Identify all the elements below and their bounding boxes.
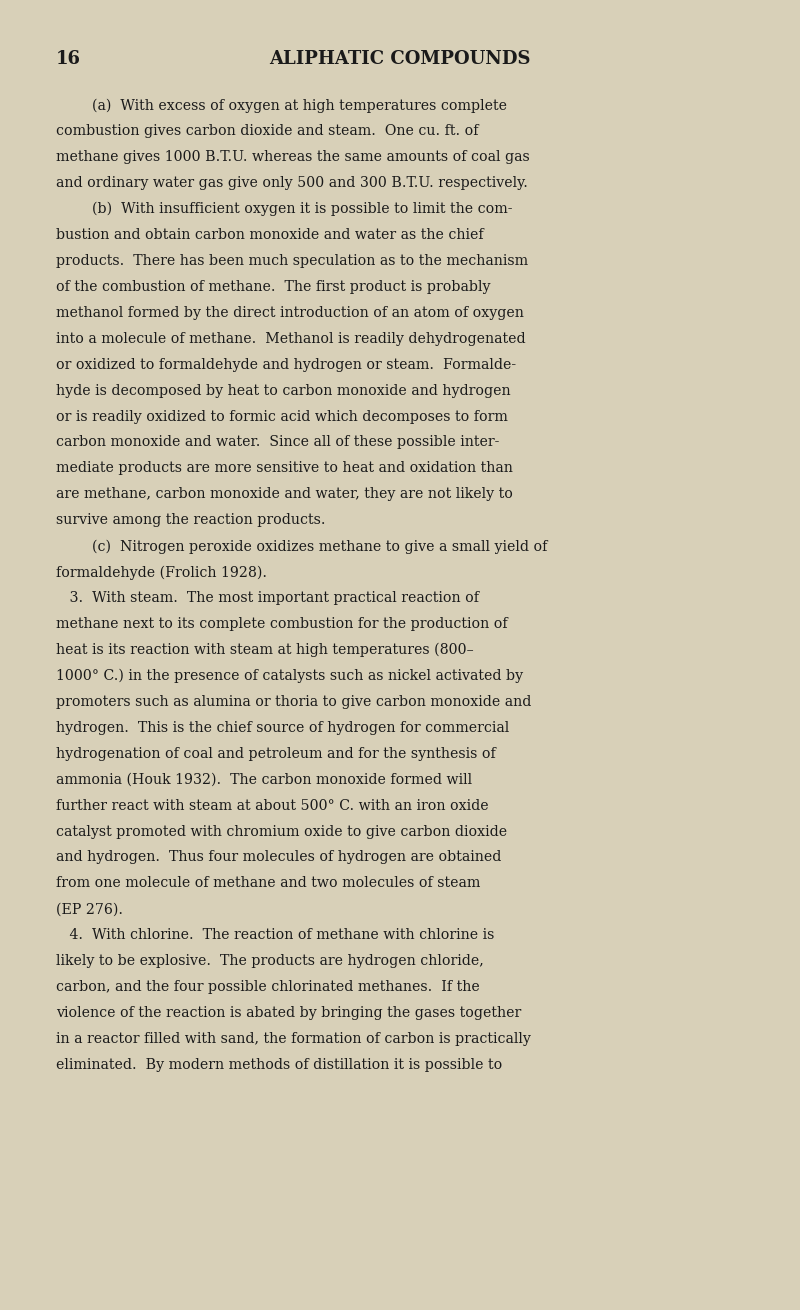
- Text: eliminated.  By modern methods of distillation it is possible to: eliminated. By modern methods of distill…: [56, 1058, 502, 1072]
- Text: are methane, carbon monoxide and water, they are not likely to: are methane, carbon monoxide and water, …: [56, 487, 513, 502]
- Text: formaldehyde (Frolich 1928).: formaldehyde (Frolich 1928).: [56, 565, 267, 579]
- Text: further react with steam at about 500° C. with an iron oxide: further react with steam at about 500° C…: [56, 799, 489, 812]
- Text: violence of the reaction is abated by bringing the gases together: violence of the reaction is abated by br…: [56, 1006, 522, 1020]
- Text: mediate products are more sensitive to heat and oxidation than: mediate products are more sensitive to h…: [56, 461, 513, 476]
- Text: 16: 16: [56, 50, 81, 68]
- Text: likely to be explosive.  The products are hydrogen chloride,: likely to be explosive. The products are…: [56, 954, 484, 968]
- Text: (b)  With insufficient oxygen it is possible to limit the com-: (b) With insufficient oxygen it is possi…: [92, 202, 513, 216]
- Text: catalyst promoted with chromium oxide to give carbon dioxide: catalyst promoted with chromium oxide to…: [56, 824, 507, 838]
- Text: 1000° C.) in the presence of catalysts such as nickel activated by: 1000° C.) in the presence of catalysts s…: [56, 669, 523, 684]
- Text: survive among the reaction products.: survive among the reaction products.: [56, 514, 326, 527]
- Text: methanol formed by the direct introduction of an atom of oxygen: methanol formed by the direct introducti…: [56, 305, 524, 320]
- Text: from one molecule of methane and two molecules of steam: from one molecule of methane and two mol…: [56, 876, 480, 891]
- Text: or is readily oxidized to formic acid which decomposes to form: or is readily oxidized to formic acid wh…: [56, 410, 508, 423]
- Text: combustion gives carbon dioxide and steam.  One cu. ft. of: combustion gives carbon dioxide and stea…: [56, 124, 478, 138]
- Text: methane next to its complete combustion for the production of: methane next to its complete combustion …: [56, 617, 508, 631]
- Text: heat is its reaction with steam at high temperatures (800–: heat is its reaction with steam at high …: [56, 643, 474, 658]
- Text: hydrogenation of coal and petroleum and for the synthesis of: hydrogenation of coal and petroleum and …: [56, 747, 496, 761]
- Text: promoters such as alumina or thoria to give carbon monoxide and: promoters such as alumina or thoria to g…: [56, 694, 531, 709]
- Text: hydrogen.  This is the chief source of hydrogen for commercial: hydrogen. This is the chief source of hy…: [56, 721, 510, 735]
- Text: (c)  Nitrogen peroxide oxidizes methane to give a small yield of: (c) Nitrogen peroxide oxidizes methane t…: [92, 540, 547, 554]
- Text: bustion and obtain carbon monoxide and water as the chief: bustion and obtain carbon monoxide and w…: [56, 228, 484, 242]
- Text: carbon, and the four possible chlorinated methanes.  If the: carbon, and the four possible chlorinate…: [56, 980, 480, 994]
- Text: carbon monoxide and water.  Since all of these possible inter-: carbon monoxide and water. Since all of …: [56, 435, 499, 449]
- Text: products.  There has been much speculation as to the mechanism: products. There has been much speculatio…: [56, 254, 528, 267]
- Text: hyde is decomposed by heat to carbon monoxide and hydrogen: hyde is decomposed by heat to carbon mon…: [56, 384, 510, 397]
- Text: 3.  With steam.  The most important practical reaction of: 3. With steam. The most important practi…: [56, 591, 479, 605]
- Text: methane gives 1000 B.T.U. whereas the same amounts of coal gas: methane gives 1000 B.T.U. whereas the sa…: [56, 151, 530, 164]
- Text: of the combustion of methane.  The first product is probably: of the combustion of methane. The first …: [56, 280, 490, 293]
- Text: (a)  With excess of oxygen at high temperatures complete: (a) With excess of oxygen at high temper…: [92, 98, 507, 113]
- Text: into a molecule of methane.  Methanol is readily dehydrogenated: into a molecule of methane. Methanol is …: [56, 331, 526, 346]
- Text: and ordinary water gas give only 500 and 300 B.T.U. respectively.: and ordinary water gas give only 500 and…: [56, 176, 528, 190]
- Text: ammonia (Houk 1932).  The carbon monoxide formed will: ammonia (Houk 1932). The carbon monoxide…: [56, 773, 472, 786]
- Text: and hydrogen.  Thus four molecules of hydrogen are obtained: and hydrogen. Thus four molecules of hyd…: [56, 850, 502, 865]
- Text: (EP 276).: (EP 276).: [56, 903, 123, 916]
- Text: or oxidized to formaldehyde and hydrogen or steam.  Formalde-: or oxidized to formaldehyde and hydrogen…: [56, 358, 516, 372]
- Text: ALIPHATIC COMPOUNDS: ALIPHATIC COMPOUNDS: [270, 50, 530, 68]
- Text: 4.  With chlorine.  The reaction of methane with chlorine is: 4. With chlorine. The reaction of methan…: [56, 929, 494, 942]
- Text: in a reactor filled with sand, the formation of carbon is practically: in a reactor filled with sand, the forma…: [56, 1032, 531, 1045]
